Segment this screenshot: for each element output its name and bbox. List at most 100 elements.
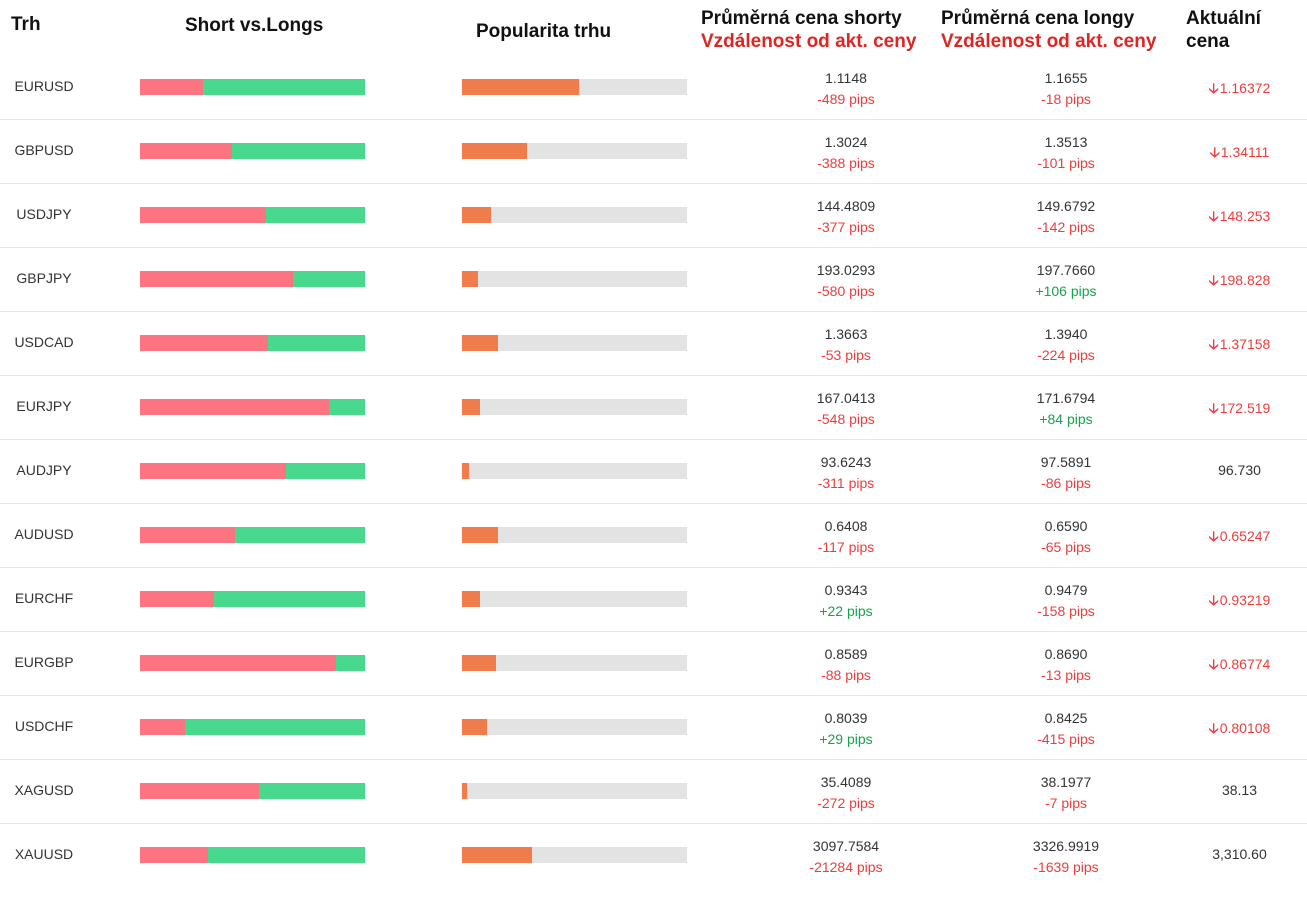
column-header-avg-long-title: Průměrná cena longy xyxy=(941,8,1135,29)
short-vs-long-bar xyxy=(140,271,365,287)
table-row[interactable]: EURJPY 167.0413 -548 pips 171.6794 +84 pips 🡣… xyxy=(0,376,1307,440)
table-row[interactable]: GBPJPY 193.0293 -580 pips 197.7660 +106 pips… xyxy=(0,248,1307,312)
arrow-down-icon: 🡣 xyxy=(1208,720,1219,736)
current-price: 🡣198.828 xyxy=(1172,270,1307,294)
short-vs-long-bar xyxy=(140,399,365,415)
popularity-bar xyxy=(462,655,687,671)
table-row[interactable]: XAGUSD 35.4089 -272 pips 38.1977 -7 pips 38.1… xyxy=(0,760,1307,824)
avg-long-distance: -158 pips xyxy=(1037,603,1095,619)
avg-long-distance: -415 pips xyxy=(1037,731,1095,747)
short-vs-long-bar xyxy=(140,207,365,223)
avg-long-distance: -65 pips xyxy=(1041,539,1091,555)
market-symbol[interactable]: EURGBP xyxy=(14,654,74,670)
short-segment xyxy=(140,527,235,543)
avg-short-cell: 1.3024 -388 pips xyxy=(746,132,946,174)
table-row[interactable]: EURUSD 1.1148 -489 pips 1.1655 -18 pips 🡣1.16… xyxy=(0,56,1307,120)
market-symbol[interactable]: AUDUSD xyxy=(14,526,74,542)
column-header-avg-short-distance: Vzdálenost od akt. ceny xyxy=(701,31,917,52)
market-symbol[interactable]: USDCHF xyxy=(14,718,74,734)
avg-short-cell: 1.1148 -489 pips xyxy=(746,68,946,110)
popularity-bar xyxy=(462,399,687,415)
table-row[interactable]: USDCAD 1.3663 -53 pips 1.3940 -224 pips 🡣1.37… xyxy=(0,312,1307,376)
avg-long-distance: -1639 pips xyxy=(1033,859,1099,875)
long-segment xyxy=(214,591,365,607)
short-segment xyxy=(140,783,260,799)
avg-long-cell: 171.6794 +84 pips xyxy=(966,388,1166,430)
long-segment xyxy=(203,79,365,95)
current-price-value: 1.37158 xyxy=(1219,336,1271,352)
market-symbol[interactable]: USDJPY xyxy=(16,206,72,222)
avg-long-cell: 1.3940 -224 pips xyxy=(966,324,1166,366)
market-symbol[interactable]: GBPUSD xyxy=(14,142,74,158)
market-symbol[interactable]: EURCHF xyxy=(14,590,74,606)
popularity-bar xyxy=(462,783,687,799)
popularity-fill xyxy=(462,847,532,863)
short-vs-long-bar xyxy=(140,719,365,735)
popularity-bar xyxy=(462,591,687,607)
avg-short-distance: -53 pips xyxy=(821,347,871,363)
avg-short-cell: 167.0413 -548 pips xyxy=(746,388,946,430)
current-price: 38.13 xyxy=(1172,782,1307,798)
market-symbol[interactable]: GBPJPY xyxy=(16,270,72,286)
avg-long-price: 38.1977 xyxy=(1040,774,1092,790)
avg-short-price: 193.0293 xyxy=(816,262,876,278)
avg-short-cell: 0.6408 -117 pips xyxy=(746,516,946,558)
market-symbol[interactable]: XAUUSD xyxy=(14,846,74,862)
avg-long-cell: 197.7660 +106 pips xyxy=(966,260,1166,302)
avg-short-distance: -548 pips xyxy=(817,411,875,427)
table-row[interactable]: AUDUSD 0.6408 -117 pips 0.6590 -65 pips 🡣0.65… xyxy=(0,504,1307,568)
long-segment xyxy=(293,271,365,287)
table-row[interactable]: EURGBP 0.8589 -88 pips 0.8690 -13 pips 🡣0.867… xyxy=(0,632,1307,696)
avg-long-distance: +84 pips xyxy=(1039,411,1093,427)
avg-short-price: 0.8589 xyxy=(824,646,868,662)
short-segment xyxy=(140,847,208,863)
table-row[interactable]: USDJPY 144.4809 -377 pips 149.6792 -142 pips… xyxy=(0,184,1307,248)
short-vs-long-bar xyxy=(140,591,365,607)
popularity-bar xyxy=(462,847,687,863)
short-segment xyxy=(140,591,215,607)
market-symbol[interactable]: AUDJPY xyxy=(16,462,72,478)
column-header-popularity[interactable]: Popularita trhu xyxy=(476,21,612,42)
sentiment-table: EURUSD 1.1148 -489 pips 1.1655 -18 pips 🡣1.16… xyxy=(0,56,1307,887)
long-segment xyxy=(185,719,365,735)
table-row[interactable]: AUDJPY 93.6243 -311 pips 97.5891 -86 pips 96.… xyxy=(0,440,1307,504)
avg-long-price: 0.8690 xyxy=(1044,646,1088,662)
current-price: 🡣1.16372 xyxy=(1172,78,1307,102)
avg-short-price: 144.4809 xyxy=(816,198,876,214)
popularity-bar xyxy=(462,527,687,543)
popularity-bar xyxy=(462,719,687,735)
table-row[interactable]: GBPUSD 1.3024 -388 pips 1.3513 -101 pips 🡣1.3… xyxy=(0,120,1307,184)
market-symbol[interactable]: EURUSD xyxy=(14,78,74,94)
table-row[interactable]: USDCHF 0.8039 +29 pips 0.8425 -415 pips 🡣0.80… xyxy=(0,696,1307,760)
long-segment xyxy=(234,527,365,543)
table-header: Trh Short vs.Longs Popularita trhu Průmě… xyxy=(0,0,1307,56)
column-header-avg-short[interactable]: Průměrná cena shorty Vzdálenost od akt. … xyxy=(701,7,916,53)
short-segment xyxy=(140,271,293,287)
avg-long-distance: -142 pips xyxy=(1037,219,1095,235)
column-header-market[interactable]: Trh xyxy=(11,14,41,35)
current-price: 3,310.60 xyxy=(1172,846,1307,862)
current-price-value: 38.13 xyxy=(1221,782,1258,798)
avg-long-price: 3326.9919 xyxy=(1032,838,1100,854)
table-row[interactable]: EURCHF 0.9343 +22 pips 0.9479 -158 pips 🡣0.93… xyxy=(0,568,1307,632)
arrow-down-icon: 🡣 xyxy=(1208,336,1219,352)
market-symbol[interactable]: EURJPY xyxy=(16,398,72,414)
avg-long-price: 197.7660 xyxy=(1036,262,1096,278)
avg-long-price: 1.1655 xyxy=(1044,70,1088,86)
avg-long-cell: 0.8690 -13 pips xyxy=(966,644,1166,686)
short-vs-long-bar xyxy=(140,143,365,159)
column-header-avg-short-title: Průměrná cena shorty xyxy=(701,8,902,29)
column-header-short-vs-longs[interactable]: Short vs.Longs xyxy=(185,15,324,36)
column-header-current-price[interactable]: Aktuální cena xyxy=(1186,7,1261,53)
market-symbol[interactable]: XAGUSD xyxy=(14,782,74,798)
current-price-value: 96.730 xyxy=(1218,462,1261,478)
avg-long-distance: -13 pips xyxy=(1041,667,1091,683)
avg-long-cell: 97.5891 -86 pips xyxy=(966,452,1166,494)
short-segment xyxy=(140,719,185,735)
popularity-fill xyxy=(462,783,467,799)
table-row[interactable]: XAUUSD 3097.7584 -21284 pips 3326.9919 -1639… xyxy=(0,824,1307,887)
column-header-avg-long[interactable]: Průměrná cena longy Vzdálenost od akt. c… xyxy=(941,7,1156,53)
market-symbol[interactable]: USDCAD xyxy=(14,334,74,350)
avg-long-price: 1.3513 xyxy=(1044,134,1088,150)
popularity-bar xyxy=(462,463,687,479)
